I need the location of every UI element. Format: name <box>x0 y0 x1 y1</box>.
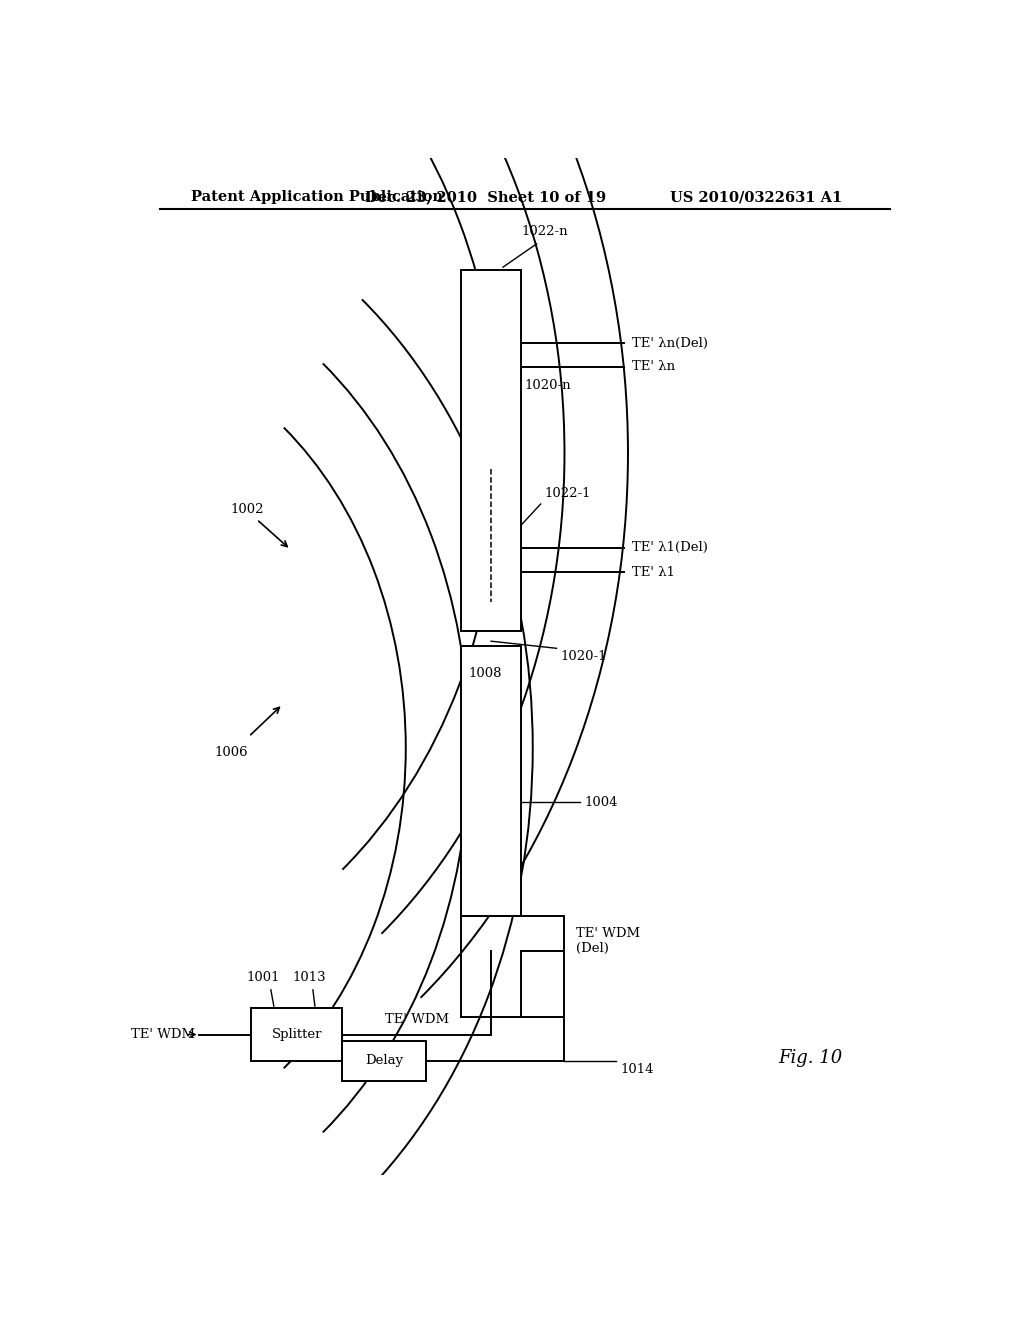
Text: TE' λ1: TE' λ1 <box>632 565 675 578</box>
Text: Splitter: Splitter <box>271 1028 322 1041</box>
Text: Delay: Delay <box>365 1055 403 1068</box>
Text: TE' λn: TE' λn <box>632 360 675 374</box>
Text: Fig. 10: Fig. 10 <box>778 1049 843 1067</box>
Text: US 2010/0322631 A1: US 2010/0322631 A1 <box>670 190 842 205</box>
Bar <box>461 647 521 916</box>
Text: 1004: 1004 <box>585 796 617 809</box>
Text: 1001: 1001 <box>246 972 280 985</box>
Text: 1006: 1006 <box>214 747 248 759</box>
Text: 1022-n: 1022-n <box>521 226 568 238</box>
Text: 1008: 1008 <box>468 667 502 680</box>
Bar <box>251 1008 342 1061</box>
Text: Dec. 23, 2010  Sheet 10 of 19: Dec. 23, 2010 Sheet 10 of 19 <box>365 190 605 205</box>
Text: TE' WDM
(Del): TE' WDM (Del) <box>577 927 640 956</box>
Text: TE' WDM: TE' WDM <box>385 1014 449 1027</box>
Bar <box>342 1040 426 1081</box>
Text: 1013: 1013 <box>292 972 326 985</box>
Text: 1014: 1014 <box>620 1063 653 1076</box>
Text: 1002: 1002 <box>230 503 264 516</box>
Text: 1020-1: 1020-1 <box>560 649 607 663</box>
Bar <box>461 271 521 631</box>
Text: 1020-n: 1020-n <box>524 379 571 392</box>
Text: TE' λn(Del): TE' λn(Del) <box>632 337 708 350</box>
Text: 1022-1: 1022-1 <box>545 487 591 500</box>
Text: Patent Application Publication: Patent Application Publication <box>191 190 443 205</box>
Text: TE' WDM: TE' WDM <box>131 1028 196 1041</box>
Text: TE' λ1(Del): TE' λ1(Del) <box>632 541 708 554</box>
